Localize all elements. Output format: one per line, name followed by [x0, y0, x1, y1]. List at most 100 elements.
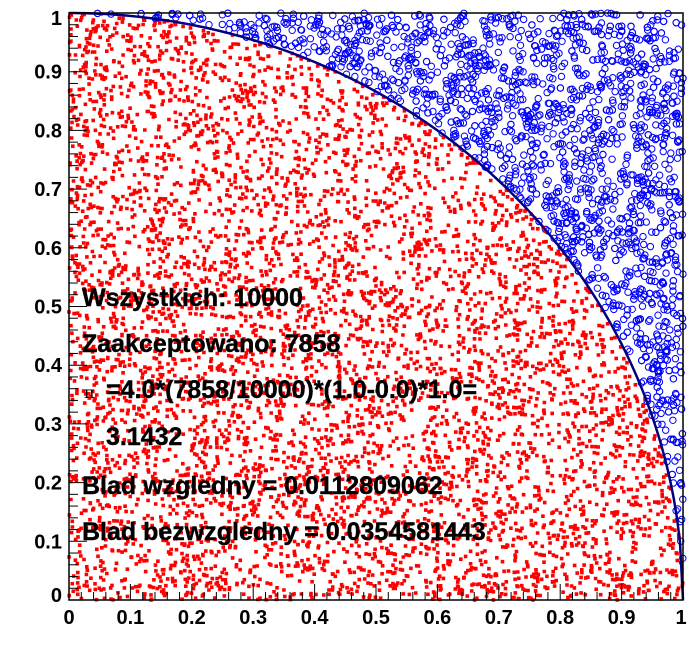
rejected-point	[554, 114, 562, 122]
rejected-point	[503, 105, 512, 113]
rejected-point	[630, 210, 638, 219]
rejected-point	[468, 89, 476, 98]
rejected-point	[570, 135, 579, 144]
rejected-point	[422, 57, 431, 66]
rejected-point	[362, 36, 371, 45]
rejected-point	[628, 305, 636, 313]
rejected-point	[618, 280, 626, 288]
rejected-point	[556, 84, 565, 92]
rejected-point	[673, 311, 681, 320]
rejected-point	[646, 108, 654, 117]
rejected-point	[506, 33, 514, 41]
rejected-point	[279, 34, 287, 43]
rejected-point	[612, 301, 620, 310]
rejected-point	[389, 58, 398, 67]
rejected-point	[673, 154, 682, 162]
rejected-point	[618, 228, 626, 236]
rejected-point	[609, 205, 617, 213]
rejected-point	[640, 80, 648, 88]
rejected-point	[417, 69, 425, 77]
accepted-point-markers	[67, 12, 685, 602]
rejected-point	[512, 167, 520, 175]
rejected-point	[329, 61, 337, 69]
rejected-point	[528, 160, 536, 169]
rejected-point	[622, 70, 631, 78]
rejected-point	[578, 92, 587, 100]
rejected-point	[533, 101, 541, 109]
rejected-point	[671, 256, 680, 264]
rejected-point	[334, 45, 343, 53]
rejected-point	[613, 227, 622, 235]
rejected-point	[576, 185, 585, 193]
rejected-point	[433, 68, 442, 76]
rejected-point	[376, 48, 384, 57]
rejected-point	[669, 287, 677, 295]
rejected-point	[639, 91, 647, 99]
rejected-point	[294, 18, 302, 26]
rejected-point	[613, 320, 621, 328]
rejected-point	[635, 124, 644, 132]
rejected-point	[488, 143, 496, 152]
rejected-point	[524, 197, 533, 205]
rejected-point	[380, 27, 388, 36]
rejected-point	[621, 98, 629, 106]
rejected-point	[283, 19, 292, 27]
rejected-point	[553, 218, 561, 227]
rejected-point	[565, 11, 573, 19]
rejected-point	[485, 56, 493, 64]
rejected-point	[598, 185, 606, 193]
rejected-point	[638, 190, 646, 198]
rejected-point	[589, 56, 597, 64]
rejected-point	[282, 14, 290, 23]
rejected-point	[670, 92, 678, 100]
rejected-point	[646, 289, 654, 298]
rejected-point	[637, 103, 645, 112]
rejected-point	[318, 25, 327, 34]
rejected-point	[416, 67, 424, 76]
rejected-point	[526, 147, 535, 156]
pi-formula-label: =4.0*(7858/10000)*(1.0-0.0)*1.0=	[106, 376, 477, 404]
rejected-point	[641, 335, 650, 343]
rejected-point	[572, 213, 581, 222]
rejected-point	[422, 19, 430, 28]
rejected-point	[407, 43, 415, 51]
rejected-point	[376, 39, 384, 47]
rejected-point	[617, 175, 625, 183]
rejected-point	[665, 201, 673, 209]
rejected-point	[542, 180, 550, 189]
rejected-point	[509, 99, 517, 108]
rejected-point	[617, 57, 625, 65]
rejected-point	[619, 248, 627, 256]
rejected-point	[479, 44, 487, 52]
rejected-point	[598, 251, 606, 259]
rejected-point	[251, 30, 259, 38]
rejected-point	[648, 206, 656, 214]
rejected-point	[627, 321, 636, 329]
rejected-point	[645, 317, 653, 325]
absolute-error-label: Blad bezwzgledny = 0.0354581443	[82, 518, 486, 546]
rejected-point	[629, 58, 638, 66]
rejected-point	[516, 96, 524, 104]
rejected-point	[532, 102, 540, 110]
rejected-point	[515, 65, 523, 74]
rejected-point	[657, 55, 666, 63]
rejected-point	[558, 219, 566, 228]
rejected-point	[665, 188, 673, 196]
rejected-point	[471, 122, 479, 130]
rejected-point	[445, 91, 453, 99]
rejected-point	[590, 214, 598, 222]
rejected-point	[539, 80, 547, 88]
rejected-point	[652, 48, 660, 56]
rejected-point	[494, 13, 503, 22]
annotation-block: Wszystkich: 10000 Zaakceptowano: 7858 π …	[82, 284, 486, 546]
rejected-point	[533, 139, 541, 148]
x-tick-label: 0.2	[178, 607, 206, 629]
rejected-point	[322, 47, 330, 55]
rejected-point	[588, 271, 596, 279]
rejected-point	[578, 150, 587, 158]
rejected-point	[647, 184, 656, 193]
rejected-point	[664, 408, 673, 416]
rejected-point	[427, 71, 435, 80]
rejected-point	[523, 198, 532, 207]
rejected-point	[646, 65, 654, 74]
